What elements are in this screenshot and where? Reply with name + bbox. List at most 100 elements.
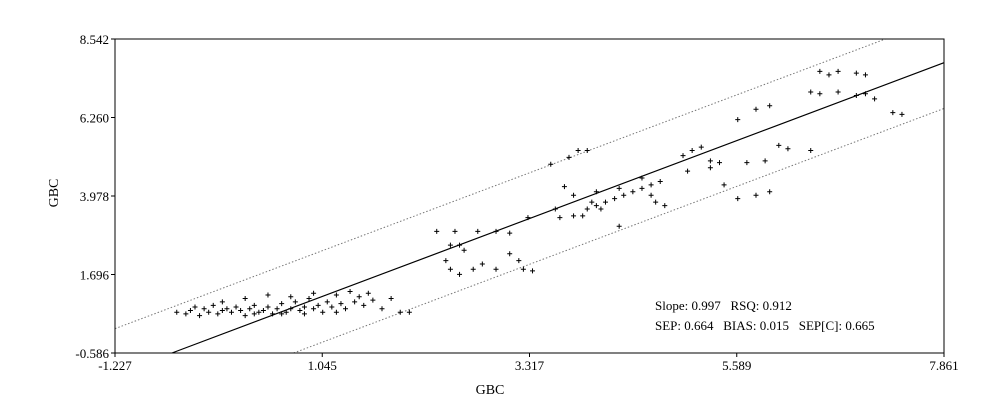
data-point bbox=[616, 223, 622, 229]
data-point bbox=[187, 307, 193, 313]
x-tick-label: 3.317 bbox=[515, 358, 545, 373]
data-points bbox=[174, 68, 905, 319]
data-point bbox=[192, 304, 198, 310]
data-point bbox=[653, 199, 659, 205]
x-tick-label: 1.045 bbox=[308, 358, 337, 373]
data-point bbox=[616, 185, 622, 191]
data-point bbox=[370, 297, 376, 303]
data-point bbox=[520, 266, 526, 272]
data-point bbox=[707, 158, 713, 164]
data-point bbox=[228, 309, 234, 315]
regression-line bbox=[171, 62, 945, 354]
data-point bbox=[698, 144, 704, 150]
data-point bbox=[657, 178, 663, 184]
data-point bbox=[242, 295, 248, 301]
data-point bbox=[338, 301, 344, 307]
data-point bbox=[648, 182, 654, 188]
data-point bbox=[470, 266, 476, 272]
data-point bbox=[776, 142, 782, 148]
data-point bbox=[872, 96, 878, 102]
data-point bbox=[584, 148, 590, 154]
x-axis-label: GBC bbox=[476, 383, 505, 398]
data-point bbox=[853, 70, 859, 76]
data-point bbox=[333, 292, 339, 298]
data-point bbox=[434, 228, 440, 234]
data-point bbox=[516, 258, 522, 264]
data-point bbox=[352, 299, 358, 305]
data-point bbox=[753, 192, 759, 198]
data-point bbox=[329, 304, 335, 310]
data-point bbox=[447, 266, 453, 272]
data-point bbox=[461, 247, 467, 253]
plot-frame bbox=[114, 38, 945, 354]
stats-line-1: Slope: 0.997 RSQ: 0.912 bbox=[655, 298, 792, 313]
data-point bbox=[406, 309, 412, 315]
data-point bbox=[589, 199, 595, 205]
data-point bbox=[197, 313, 203, 319]
data-point bbox=[274, 306, 280, 312]
data-point bbox=[379, 306, 385, 312]
x-tick-label: 5.589 bbox=[722, 358, 751, 373]
data-point bbox=[630, 189, 636, 195]
data-point bbox=[680, 153, 686, 159]
data-point bbox=[835, 89, 841, 95]
data-point bbox=[247, 306, 253, 312]
data-point bbox=[862, 72, 868, 78]
data-point bbox=[717, 160, 723, 166]
data-point bbox=[593, 203, 599, 209]
data-point bbox=[279, 311, 285, 317]
data-point bbox=[311, 306, 317, 312]
data-point bbox=[639, 175, 645, 181]
data-point bbox=[251, 311, 257, 317]
data-point bbox=[808, 89, 814, 95]
data-point bbox=[662, 203, 668, 209]
data-point bbox=[648, 192, 654, 198]
data-point bbox=[735, 117, 741, 123]
data-point bbox=[817, 91, 823, 97]
x-tick-label: 7.861 bbox=[929, 358, 958, 373]
data-point bbox=[311, 290, 317, 296]
data-point bbox=[826, 72, 832, 78]
regression-line-group bbox=[171, 62, 945, 354]
data-point bbox=[219, 299, 225, 305]
data-point bbox=[853, 92, 859, 98]
data-point bbox=[808, 148, 814, 154]
data-point bbox=[571, 213, 577, 219]
data-point bbox=[288, 294, 294, 300]
data-point bbox=[210, 302, 216, 308]
data-point bbox=[292, 299, 298, 305]
y-tick-label: -0.586 bbox=[75, 346, 109, 361]
data-point bbox=[452, 228, 458, 234]
data-point bbox=[174, 309, 180, 315]
data-point bbox=[219, 307, 225, 313]
x-axis-ticks: -1.227 1.045 3.317 5.589 7.861 bbox=[98, 353, 959, 373]
data-point bbox=[265, 292, 271, 298]
data-point bbox=[575, 148, 581, 154]
data-point bbox=[612, 196, 618, 202]
data-point bbox=[621, 192, 627, 198]
data-point bbox=[301, 304, 307, 310]
data-point bbox=[270, 311, 276, 317]
data-point bbox=[580, 213, 586, 219]
y-axis-label: GBC bbox=[47, 179, 62, 208]
data-point bbox=[689, 148, 695, 154]
data-point bbox=[283, 309, 289, 315]
data-point bbox=[639, 185, 645, 191]
data-point bbox=[767, 103, 773, 109]
data-point bbox=[707, 165, 713, 171]
data-point bbox=[201, 306, 207, 312]
lower-band-line bbox=[293, 108, 945, 354]
data-point bbox=[361, 302, 367, 308]
upper-band-line bbox=[114, 38, 886, 330]
data-point bbox=[817, 68, 823, 74]
data-point bbox=[251, 302, 257, 308]
y-tick-label: 8.542 bbox=[80, 32, 109, 47]
data-point bbox=[324, 299, 330, 305]
data-point bbox=[242, 313, 248, 319]
data-point bbox=[744, 160, 750, 166]
data-point bbox=[301, 311, 307, 317]
data-point bbox=[256, 309, 262, 315]
data-point bbox=[602, 199, 608, 205]
data-point bbox=[593, 189, 599, 195]
data-point bbox=[224, 306, 230, 312]
